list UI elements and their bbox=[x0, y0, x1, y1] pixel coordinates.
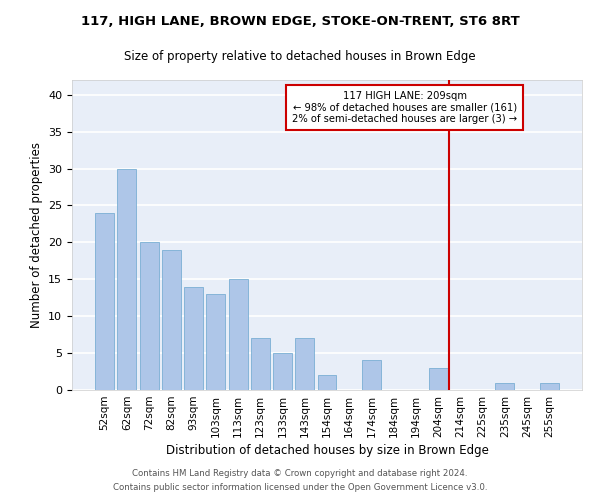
Text: 117, HIGH LANE, BROWN EDGE, STOKE-ON-TRENT, ST6 8RT: 117, HIGH LANE, BROWN EDGE, STOKE-ON-TRE… bbox=[80, 15, 520, 28]
Bar bbox=[95, 213, 114, 390]
Bar bbox=[184, 286, 203, 390]
Bar bbox=[317, 375, 337, 390]
X-axis label: Distribution of detached houses by size in Brown Edge: Distribution of detached houses by size … bbox=[166, 444, 488, 457]
Bar bbox=[140, 242, 158, 390]
Bar bbox=[206, 294, 225, 390]
Text: Contains HM Land Registry data © Crown copyright and database right 2024.: Contains HM Land Registry data © Crown c… bbox=[132, 468, 468, 477]
Bar bbox=[540, 382, 559, 390]
Bar bbox=[496, 382, 514, 390]
Bar bbox=[118, 168, 136, 390]
Bar bbox=[251, 338, 270, 390]
Y-axis label: Number of detached properties: Number of detached properties bbox=[29, 142, 43, 328]
Text: Contains public sector information licensed under the Open Government Licence v3: Contains public sector information licen… bbox=[113, 484, 487, 492]
Text: 117 HIGH LANE: 209sqm
← 98% of detached houses are smaller (161)
2% of semi-deta: 117 HIGH LANE: 209sqm ← 98% of detached … bbox=[292, 91, 517, 124]
Bar bbox=[429, 368, 448, 390]
Bar bbox=[229, 280, 248, 390]
Bar bbox=[162, 250, 181, 390]
Bar bbox=[273, 353, 292, 390]
Bar bbox=[295, 338, 314, 390]
Bar bbox=[362, 360, 381, 390]
Text: Size of property relative to detached houses in Brown Edge: Size of property relative to detached ho… bbox=[124, 50, 476, 63]
